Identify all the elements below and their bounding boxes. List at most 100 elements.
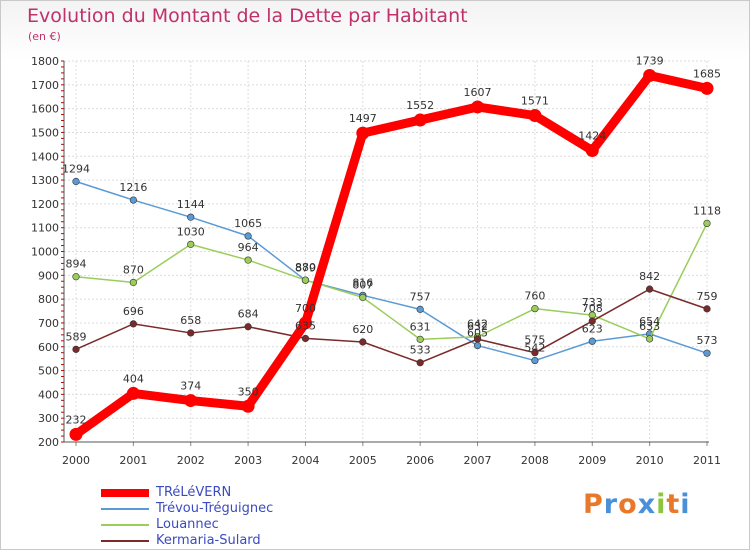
data-label: 1144 xyxy=(177,198,205,211)
x-tick-label: 2008 xyxy=(521,454,549,467)
data-label: 1216 xyxy=(119,181,147,194)
data-point xyxy=(126,386,140,400)
data-label: 232 xyxy=(66,413,87,426)
y-tick-label: 1200 xyxy=(31,198,59,211)
x-tick-label: 2006 xyxy=(406,454,434,467)
data-label: 1739 xyxy=(636,55,664,68)
data-label: 374 xyxy=(180,380,201,393)
legend-item: TRéLéVERN xyxy=(101,485,273,501)
data-point xyxy=(184,394,198,408)
y-tick-label: 1300 xyxy=(31,174,59,187)
y-tick-label: 1500 xyxy=(31,126,59,139)
data-label: 1497 xyxy=(349,112,377,125)
y-tick-label: 400 xyxy=(38,388,59,401)
data-point xyxy=(187,240,195,248)
data-label: 708 xyxy=(582,302,603,315)
legend-label: Louannec xyxy=(156,517,219,532)
logo-letter: i xyxy=(680,489,691,520)
data-point xyxy=(471,100,485,114)
series-line-1 xyxy=(75,180,708,362)
data-label: 632 xyxy=(467,320,488,333)
x-tick-label: 2009 xyxy=(578,454,606,467)
data-point xyxy=(528,109,542,123)
data-point xyxy=(473,341,482,350)
data-point xyxy=(69,427,83,441)
data-label: 964 xyxy=(238,241,259,254)
data-point xyxy=(703,219,711,228)
legend-swatch xyxy=(101,508,149,510)
data-point xyxy=(585,144,599,158)
chart-title: Evolution du Montant de la Dette par Hab… xyxy=(27,5,468,27)
data-label: 350 xyxy=(238,385,259,398)
data-point xyxy=(187,213,195,221)
y-tick-label: 300 xyxy=(38,412,59,425)
logo-letter: i xyxy=(656,489,667,520)
data-label: 654 xyxy=(639,315,660,328)
data-point xyxy=(588,317,596,325)
logo-letter: x xyxy=(637,489,657,520)
data-point xyxy=(129,196,137,204)
data-label: 1118 xyxy=(693,204,721,217)
y-tick-label: 1400 xyxy=(31,150,59,163)
data-point xyxy=(643,69,657,83)
legend-item: Louannec xyxy=(101,517,273,533)
legend-label: Trévou-Tréguignec xyxy=(156,501,274,516)
data-point xyxy=(416,359,424,367)
data-label: 1065 xyxy=(234,217,262,230)
data-point xyxy=(298,316,312,330)
data-label: 623 xyxy=(582,322,603,335)
data-point xyxy=(72,345,80,353)
data-point xyxy=(301,334,310,343)
y-tick-label: 900 xyxy=(38,269,59,282)
data-label: 1030 xyxy=(177,225,205,238)
proxiti-logo: Proxiti xyxy=(583,489,691,520)
data-label: 757 xyxy=(410,290,431,303)
data-label: 1685 xyxy=(693,67,721,80)
data-point xyxy=(588,337,596,345)
data-label: 879 xyxy=(295,261,316,274)
legend-swatch xyxy=(101,489,149,497)
x-tick-label: 2007 xyxy=(464,454,492,467)
data-label: 1552 xyxy=(406,99,434,112)
logo-letter: o xyxy=(618,489,638,520)
logo-letter: r xyxy=(603,489,619,520)
data-point xyxy=(700,81,714,95)
y-tick-label: 1700 xyxy=(31,79,59,92)
data-label: 575 xyxy=(524,334,545,347)
legend-label: Kermaria-Sulard xyxy=(156,533,261,548)
data-point xyxy=(359,338,367,346)
data-label: 533 xyxy=(410,344,431,357)
y-tick-label: 1600 xyxy=(31,103,59,116)
data-point xyxy=(531,356,539,365)
data-label: 1294 xyxy=(62,162,90,175)
data-label: 573 xyxy=(697,334,718,347)
data-point xyxy=(473,335,482,343)
legend-item: Trévou-Tréguignec xyxy=(101,501,273,517)
data-label: 816 xyxy=(352,276,373,289)
data-point xyxy=(241,399,255,413)
legend-swatch xyxy=(101,524,149,526)
chart-legend: TRéLéVERN Trévou-Tréguignec Louannec Kermar… xyxy=(101,485,273,549)
data-point xyxy=(244,256,252,264)
data-label: 696 xyxy=(123,305,144,318)
data-label: 807 xyxy=(352,278,373,291)
data-point xyxy=(646,335,654,343)
data-label: 589 xyxy=(66,330,87,343)
y-tick-label: 1800 xyxy=(31,55,59,68)
data-point xyxy=(244,232,252,240)
data-label: 684 xyxy=(238,308,259,321)
data-label: 880 xyxy=(295,261,316,274)
x-tick-label: 2002 xyxy=(177,454,205,467)
data-label: 759 xyxy=(697,290,718,303)
data-point xyxy=(301,276,310,284)
data-point xyxy=(531,349,539,357)
data-point xyxy=(129,320,137,328)
y-tick-label: 1100 xyxy=(31,222,59,235)
x-tick-label: 2000 xyxy=(62,454,90,467)
data-point xyxy=(703,349,711,357)
legend-swatch xyxy=(101,540,149,542)
x-tick-label: 2011 xyxy=(693,454,721,467)
legend-label: TRéLéVERN xyxy=(156,485,232,500)
